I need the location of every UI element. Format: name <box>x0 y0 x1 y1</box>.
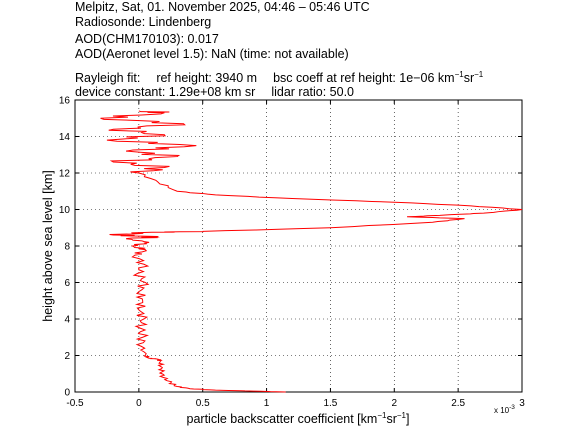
x-tick-label: 0 <box>136 398 142 409</box>
ref-height: ref height: 3940 m <box>156 71 258 85</box>
backscatter-profile-line <box>100 110 523 393</box>
bsc-coeff: bsc coeff at ref height: 1e−06 km <box>273 71 455 85</box>
x-tick-label: 3 <box>519 398 525 409</box>
y-tick-label: 16 <box>59 96 71 107</box>
y-tick-label: 0 <box>64 388 70 399</box>
y-tick-label: 10 <box>59 205 71 216</box>
y-tick-label: 6 <box>64 278 70 289</box>
header-title: Melpitz, Sat, 01. November 2025, 04:46 –… <box>75 0 370 14</box>
header-aod-chm: AOD(CHM170103): 0.017 <box>75 32 219 46</box>
x-tick-label: -0.5 <box>66 398 84 409</box>
grid <box>75 100 522 392</box>
y-tick-label: 14 <box>59 132 71 143</box>
x-tick-label: 0.5 <box>196 398 210 409</box>
x-axis-exponent: x 10-3 <box>494 404 515 415</box>
x-tick-label: 1 <box>264 398 270 409</box>
x-tick-label: 2 <box>392 398 398 409</box>
x-axis-label: particle backscatter coefficient [km−1sr… <box>187 411 410 426</box>
device-constant: device constant: 1.29e+08 km sr <box>75 85 256 99</box>
lidar-ratio: lidar ratio: 50.0 <box>271 85 354 99</box>
y-axis-label: height above sea level [km] <box>41 170 55 321</box>
y-tick-label: 8 <box>64 242 70 253</box>
x-axis-exponent-base: x 10 <box>494 406 510 415</box>
axes-box <box>74 99 523 393</box>
header-rayleigh-line: Rayleigh fit: ref height: 3940 m bsc coeff… <box>75 70 484 85</box>
x-tick-label: 2.5 <box>451 398 465 409</box>
header-radiosonde: Radiosonde: Lindenberg <box>75 15 212 29</box>
y-tick-label: 4 <box>64 315 70 326</box>
y-tick-label: 12 <box>59 169 71 180</box>
header-aod-aeronet: AOD(Aeronet level 1.5): NaN (time: not a… <box>75 47 349 61</box>
rayleigh-label: Rayleigh fit: <box>75 71 141 85</box>
x-axis-exponent-power: -3 <box>509 404 515 411</box>
header-device-line: device constant: 1.29e+08 km sr lidar rat… <box>75 85 354 100</box>
x-tick-label: 1.5 <box>323 398 337 409</box>
y-tick-label: 2 <box>64 351 70 362</box>
